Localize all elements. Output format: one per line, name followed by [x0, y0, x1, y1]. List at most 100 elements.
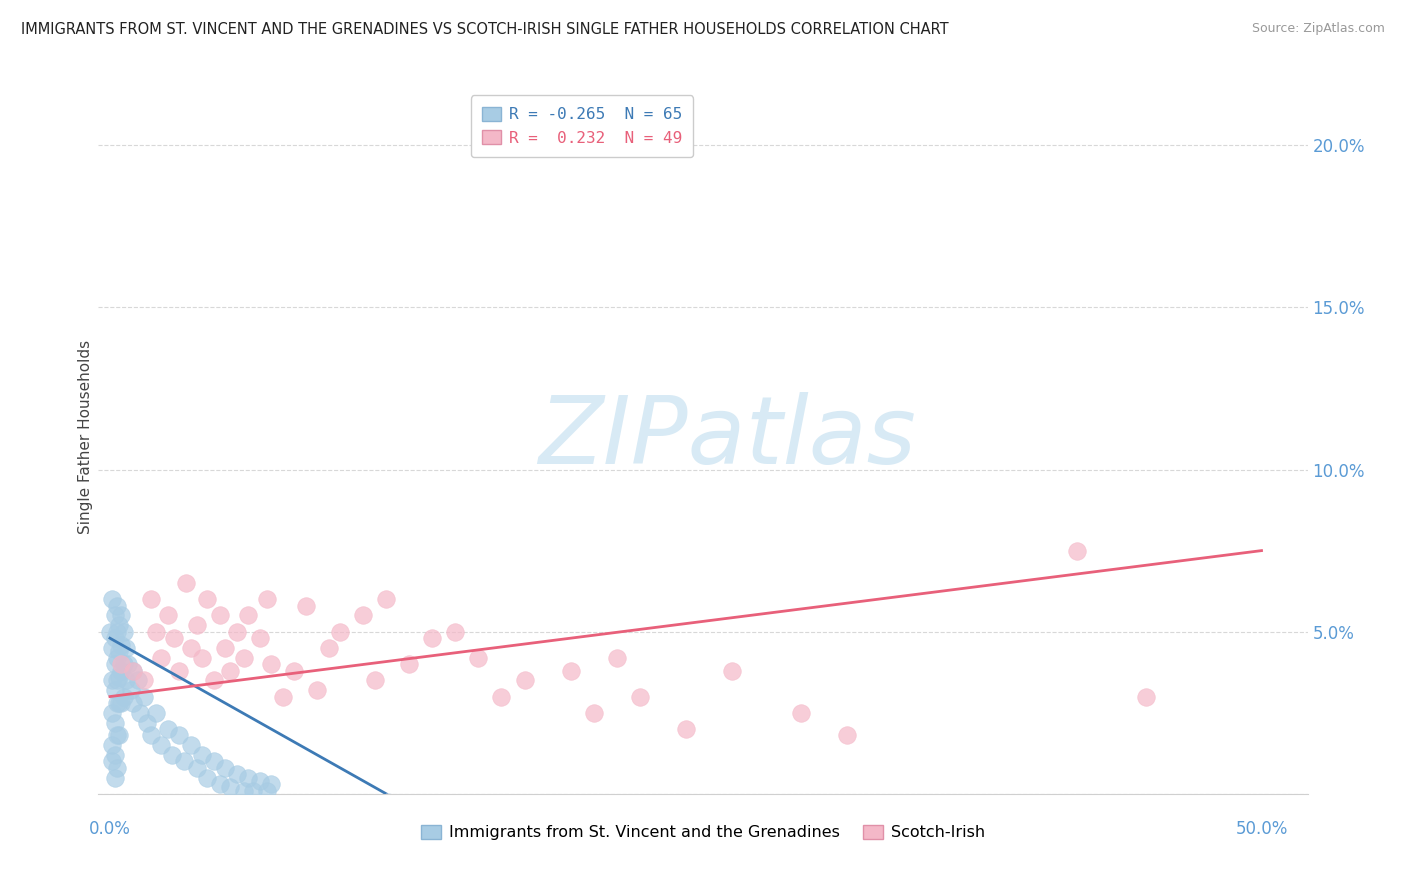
Point	[174, 576, 197, 591]
Point	[101, 640, 124, 655]
Point	[103, 683, 125, 698]
Point	[103, 657, 125, 672]
Point	[105, 696, 128, 710]
Point	[294, 599, 316, 613]
Y-axis label: Single Father Households: Single Father Households	[77, 340, 93, 534]
Legend: Immigrants from St. Vincent and the Grenadines, Scotch-Irish: Immigrants from St. Vincent and the Gren…	[415, 818, 991, 847]
Point	[110, 638, 132, 652]
Point	[513, 673, 536, 688]
Point	[720, 664, 742, 678]
Point	[606, 650, 628, 665]
Point	[167, 729, 190, 743]
Point	[105, 761, 128, 775]
Point	[103, 771, 125, 785]
Point	[134, 673, 156, 688]
Point	[103, 608, 125, 623]
Point	[232, 650, 254, 665]
Point	[108, 644, 131, 658]
Point	[110, 696, 132, 710]
Point	[128, 706, 150, 720]
Point	[103, 715, 125, 730]
Point	[675, 722, 697, 736]
Point	[103, 631, 125, 645]
Point	[422, 631, 444, 645]
Point	[167, 664, 190, 678]
Point	[218, 780, 240, 795]
Point	[134, 690, 156, 704]
Point	[191, 650, 214, 665]
Point	[108, 729, 131, 743]
Point	[329, 624, 352, 639]
Point	[835, 729, 858, 743]
Point	[271, 690, 294, 704]
Point	[105, 673, 128, 688]
Point	[101, 738, 124, 752]
Point	[108, 670, 131, 684]
Point	[790, 706, 813, 720]
Point	[120, 683, 142, 698]
Point	[560, 664, 582, 678]
Text: 0.0%: 0.0%	[89, 820, 131, 838]
Point	[1066, 543, 1088, 558]
Point	[249, 773, 271, 788]
Text: IMMIGRANTS FROM ST. VINCENT AND THE GRENADINES VS SCOTCH-IRISH SINGLE FATHER HOU: IMMIGRANTS FROM ST. VINCENT AND THE GREN…	[21, 22, 949, 37]
Point	[122, 664, 145, 678]
Point	[444, 624, 467, 639]
Point	[149, 738, 172, 752]
Point	[127, 673, 149, 688]
Point	[101, 755, 124, 769]
Point	[160, 747, 183, 762]
Point	[108, 696, 131, 710]
Point	[260, 657, 283, 672]
Point	[122, 664, 145, 678]
Point	[491, 690, 513, 704]
Point	[232, 783, 254, 797]
Point	[582, 706, 605, 720]
Text: Source: ZipAtlas.com: Source: ZipAtlas.com	[1251, 22, 1385, 36]
Point	[110, 608, 132, 623]
Point	[115, 673, 138, 688]
Point	[398, 657, 420, 672]
Point	[163, 631, 186, 645]
Point	[98, 624, 121, 639]
Point	[145, 624, 167, 639]
Text: ZIPatlas: ZIPatlas	[538, 392, 917, 483]
Point	[467, 650, 489, 665]
Point	[628, 690, 651, 704]
Point	[242, 783, 264, 797]
Point	[110, 664, 132, 678]
Point	[202, 673, 225, 688]
Point	[103, 747, 125, 762]
Point	[256, 783, 278, 797]
Point	[186, 618, 208, 632]
Point	[225, 624, 247, 639]
Point	[145, 706, 167, 720]
Point	[283, 664, 305, 678]
Point	[122, 696, 145, 710]
Point	[115, 640, 138, 655]
Point	[195, 592, 218, 607]
Point	[375, 592, 398, 607]
Point	[236, 771, 259, 785]
Point	[307, 683, 329, 698]
Point	[101, 706, 124, 720]
Point	[105, 650, 128, 665]
Point	[236, 608, 259, 623]
Point	[112, 657, 135, 672]
Point	[256, 592, 278, 607]
Point	[112, 690, 135, 704]
Point	[260, 777, 283, 791]
Point	[180, 738, 202, 752]
Point	[225, 767, 247, 781]
Point	[209, 608, 232, 623]
Point	[202, 755, 225, 769]
Point	[249, 631, 271, 645]
Point	[195, 771, 218, 785]
Point	[101, 673, 124, 688]
Point	[105, 624, 128, 639]
Point	[218, 664, 240, 678]
Point	[1135, 690, 1157, 704]
Point	[352, 608, 374, 623]
Point	[135, 715, 157, 730]
Point	[101, 592, 124, 607]
